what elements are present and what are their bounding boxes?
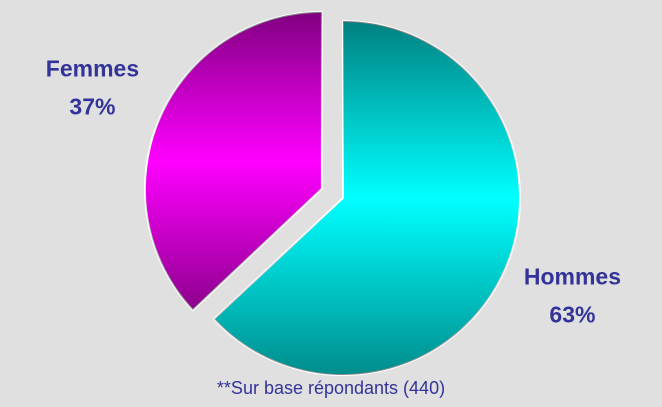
slice-category-label: Femmes [46,56,139,82]
slice-shading [213,21,521,375]
slice-value-label: 63% [549,301,595,327]
slice-value-label: 37% [69,94,115,120]
footnote: **Sur base répondants (440) [217,378,445,398]
slice-category-label: Hommes [524,263,621,289]
slice-shading [144,11,322,311]
